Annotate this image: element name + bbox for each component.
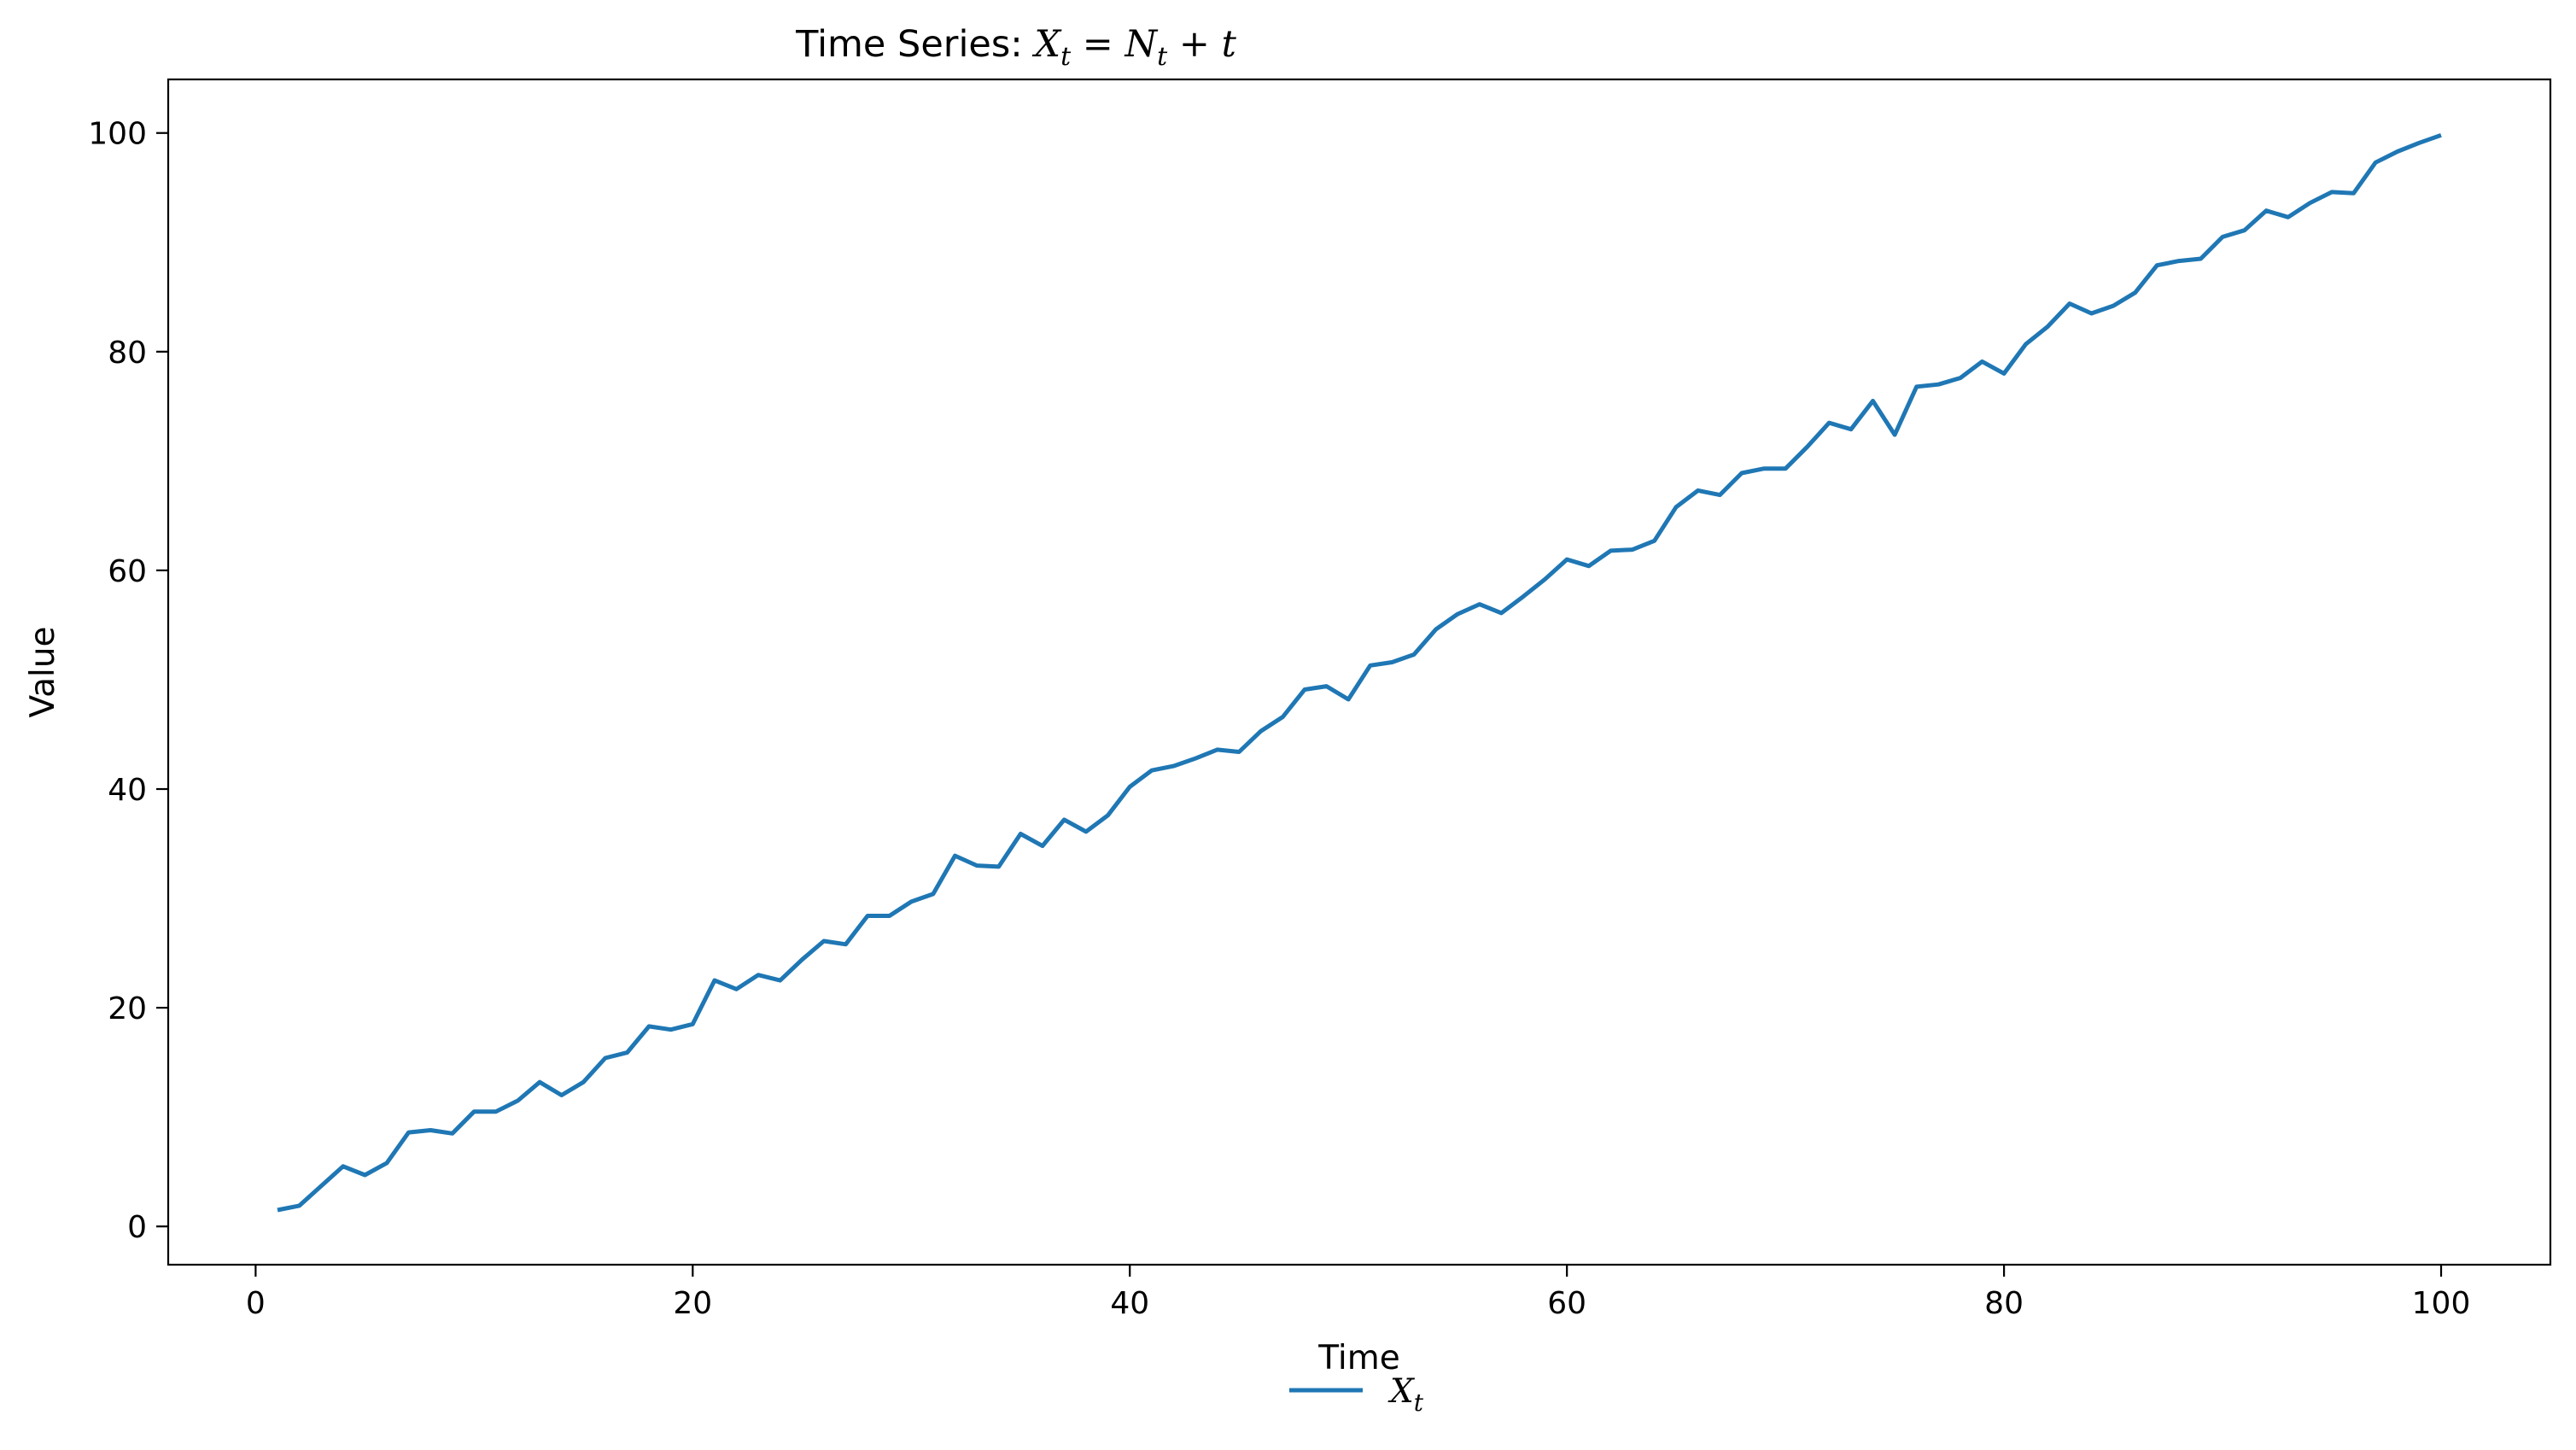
chart-title-x-sub: t	[1060, 42, 1072, 72]
x-tick-label: 60	[1547, 1286, 1586, 1321]
chart-title-eq: =	[1071, 23, 1124, 66]
x-axis-label: Time	[1317, 1339, 1399, 1377]
x-tick-label: 20	[673, 1286, 712, 1321]
y-tick-label: 40	[108, 773, 147, 808]
chart-title-plus: +	[1167, 23, 1221, 66]
x-tick-label: 40	[1110, 1286, 1149, 1321]
chart-title: Time Series: Xt = Nt + t	[795, 23, 1236, 72]
y-axis-ticks: 0 20 40 60 80 100	[88, 117, 168, 1245]
legend-label-main: X	[1387, 1372, 1416, 1411]
plot-area-frame	[166, 78, 2552, 1266]
series-line-xt	[277, 132, 2442, 1213]
x-tick-label: 100	[2412, 1286, 2471, 1321]
chart-title-t: t	[1222, 23, 1237, 66]
y-tick-label: 20	[108, 991, 147, 1026]
chart-title-n: N	[1124, 23, 1159, 66]
legend: Xt	[1289, 1372, 1424, 1417]
chart-title-x: X	[1031, 23, 1062, 66]
legend-label-sub: t	[1414, 1389, 1424, 1417]
x-tick-label: 80	[1984, 1286, 2024, 1321]
x-axis-ticks: 0 20 40 60 80 100	[246, 1265, 2470, 1321]
y-axis-label: Value	[24, 626, 62, 717]
chart-title-n-sub: t	[1157, 42, 1168, 72]
y-tick-label: 100	[88, 117, 147, 152]
chart-title-prefix: Time Series:	[795, 23, 1034, 66]
y-tick-label: 60	[108, 554, 147, 589]
legend-label: Xt	[1387, 1372, 1424, 1417]
y-tick-label: 0	[127, 1210, 147, 1245]
y-tick-label: 80	[108, 336, 147, 371]
x-tick-label: 0	[246, 1286, 266, 1321]
